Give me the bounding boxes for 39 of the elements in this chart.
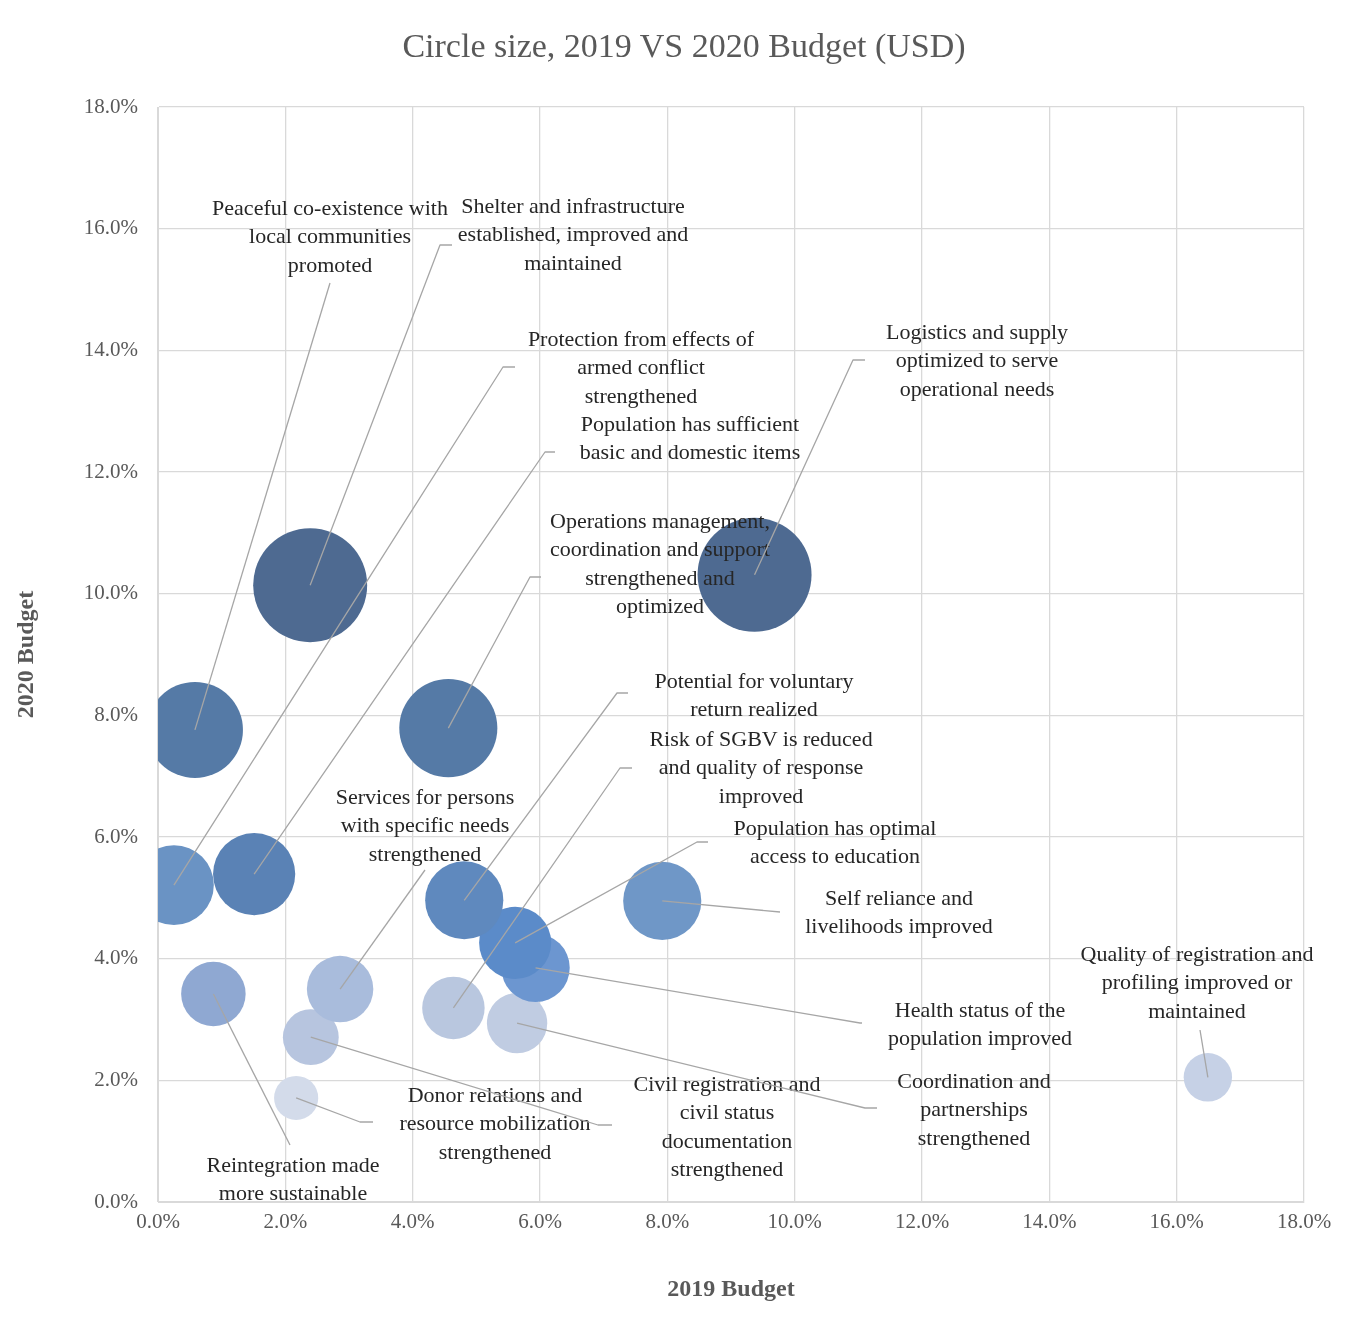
x-tick-label: 4.0%	[390, 1209, 435, 1234]
text: Self reliance and livelihoods improved	[805, 884, 993, 939]
text: Health status of the population improved	[888, 996, 1072, 1051]
text: Potential for voluntary return realized	[654, 667, 854, 722]
y-tick-label: 4.0%	[94, 945, 138, 970]
x-tick-label: 2.0%	[263, 1209, 308, 1234]
x-tick-label: 18.0%	[1276, 1209, 1332, 1234]
x-tick-label: 14.0%	[1022, 1209, 1077, 1234]
x-tick-label: 16.0%	[1149, 1209, 1204, 1234]
x-tick-label: 0.0%	[136, 1209, 180, 1234]
text: Donor relations and resource mobilization strengthened	[399, 1081, 591, 1164]
y-axis-title: 2020 Budget	[11, 590, 38, 719]
text: Civil registration and civil status documentation strengthened	[633, 1070, 821, 1182]
text: Protection from effects of armed conflict strengthened	[527, 325, 755, 408]
text: Population has sufficient basic and domestic items	[579, 410, 801, 465]
text: Population has optimal access to education	[733, 814, 937, 869]
x-tick-label: 6.0%	[518, 1209, 562, 1234]
text: Risk of SGBV is reduced and quality of response improved	[649, 725, 873, 808]
text: Coordination and partnerships strengthened	[897, 1067, 1051, 1150]
y-tick-label: 2.0%	[94, 1066, 138, 1091]
text: Shelter and infrastructure established, improved and maintained	[457, 192, 689, 275]
text: Reintegration made more sustainable	[206, 1151, 380, 1206]
y-tick-label: 0.0%	[94, 1188, 138, 1213]
text: Quality of registration and profiling improved or maintained	[1080, 940, 1314, 1023]
y-tick-label: 14.0%	[83, 336, 138, 361]
text: Peaceful co-existence with local communities promoted	[212, 194, 448, 277]
y-tick-label: 12.0%	[83, 458, 138, 483]
text: Services for persons with specific needs strengthened	[335, 783, 515, 866]
y-tick-label: 10.0%	[83, 580, 138, 605]
text: Logistics and supply optimized to serve operational needs	[885, 318, 1069, 401]
y-tick-label: 18.0%	[83, 93, 138, 118]
x-tick-label: 8.0%	[645, 1209, 690, 1234]
y-tick-label: 16.0%	[83, 215, 138, 240]
x-tick-label: 10.0%	[767, 1209, 822, 1234]
y-tick-label: 8.0%	[94, 701, 138, 726]
y-tick-label: 6.0%	[94, 823, 138, 848]
x-axis-title: 2019 Budget	[667, 1274, 795, 1301]
chart-title: Circle size, 2019 VS 2020 Budget (USD)	[402, 26, 966, 65]
x-tick-label: 12.0%	[894, 1209, 950, 1234]
